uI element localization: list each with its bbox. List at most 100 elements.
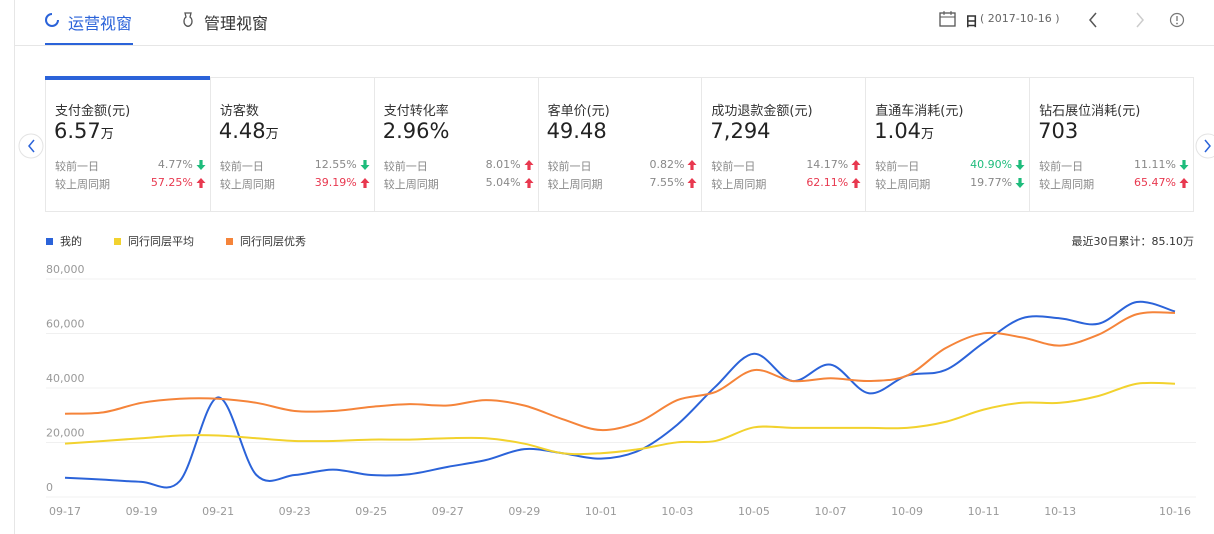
legend-swatch xyxy=(46,238,53,245)
date-value[interactable]: ( 2017-10-16 ) xyxy=(980,12,1060,25)
tab[interactable]: 管理视窗 xyxy=(204,14,269,33)
metric-value: 49.48 xyxy=(547,119,607,143)
legend-label: 我的 xyxy=(60,234,82,248)
compare-change: 12.55% xyxy=(314,158,357,171)
metric-card[interactable]: 支付金额(元) 6.57万 较前一日 4.77% 较上周同期 57.25% xyxy=(45,76,210,211)
trend-arrow xyxy=(851,160,861,170)
x-tick-label: 10-07 xyxy=(815,505,847,518)
metric-number: 6.57 xyxy=(54,119,101,143)
compare-change: 0.82% xyxy=(649,158,685,171)
compare-label: 较前一日 xyxy=(875,160,920,173)
trend-arrow xyxy=(1015,160,1025,170)
metric-card[interactable]: 成功退款金额(元) 7,294 较前一日 14.17% 较上周同期 62.11% xyxy=(701,78,865,211)
y-tick-label: 20,000 xyxy=(46,427,85,440)
chart-note: 最近30日累计：85.10万 xyxy=(1072,235,1195,248)
x-tick-label: 09-25 xyxy=(355,505,387,518)
trend-arrow-shape xyxy=(687,160,697,170)
tab-icon xyxy=(183,12,193,27)
next-card-button[interactable] xyxy=(1195,133,1214,159)
prev-date-button[interactable] xyxy=(1089,12,1097,28)
compare-label: 较上周同期 xyxy=(547,178,603,191)
metric-number: 1.04 xyxy=(874,119,922,143)
compare-label: 较前一日 xyxy=(383,160,428,173)
x-tick-label: 09-19 xyxy=(126,505,158,518)
compare-label: 较上周同期 xyxy=(875,178,931,191)
metric-card[interactable]: 直通车消耗(元) 1.04万较前一日 40.90% 较上周同期 19.77% xyxy=(865,78,1029,211)
metric-card[interactable]: 钻石展位消耗(元) 703 较前一日 11.11% 较上周同期 65.47% xyxy=(1029,78,1193,211)
compare-change: 62.11% xyxy=(806,176,849,189)
prev-card-button[interactable] xyxy=(18,133,44,159)
metric-unit: 万 xyxy=(265,127,279,142)
trend-arrow xyxy=(687,160,697,170)
compare-change: 11.11% xyxy=(1134,158,1176,171)
x-tick-label: 10-16 xyxy=(1159,505,1191,518)
trend-arrow xyxy=(196,178,206,188)
metric-card[interactable]: 支付转化率 2.96% 较前一日 8.01% 较上周同期 5.04% xyxy=(373,78,538,211)
compare-label: 较前一日 xyxy=(711,160,756,173)
x-tick-label: 10-09 xyxy=(891,505,923,518)
legend-swatch xyxy=(114,238,121,245)
metric-title: 访客数 xyxy=(219,104,259,119)
metric-unit: 万 xyxy=(100,127,114,142)
metric-title: 直通车消耗(元) xyxy=(875,104,964,119)
trend-arrow-shape xyxy=(1015,178,1025,188)
metric-value: 6.57万 xyxy=(54,119,114,143)
trend-arrow xyxy=(1179,178,1189,188)
x-tick-label: 09-21 xyxy=(202,505,234,518)
compare-change: 19.77% xyxy=(970,176,1013,189)
legend-label: 同行同层优秀 xyxy=(240,235,306,248)
calendar-icon xyxy=(939,11,956,27)
next-date-button[interactable] xyxy=(1136,12,1144,28)
date-unit[interactable]: 日 xyxy=(965,15,979,30)
legend-label: 同行同层平均 xyxy=(128,235,194,248)
trend-arrow-shape xyxy=(1179,178,1189,188)
metric-number: 7,294 xyxy=(710,119,771,143)
metric-title: 成功退款金额(元) xyxy=(711,104,813,119)
trend-arrow xyxy=(851,178,861,188)
compare-label: 较上周同期 xyxy=(55,178,110,191)
metric-value: 1.04万 xyxy=(874,119,934,143)
trend-arrow-shape xyxy=(196,178,206,188)
tab[interactable]: 运营视窗 xyxy=(68,14,133,33)
metric-card[interactable]: 访客数 4.48万 较前一日 12.55% 较上周同期 39.19% xyxy=(209,78,374,211)
compare-change: 7.55% xyxy=(649,176,685,189)
compare-change: 40.90% xyxy=(970,158,1013,171)
trend-arrow xyxy=(524,160,534,170)
trend-arrow-shape xyxy=(851,160,861,170)
compare-label: 较前一日 xyxy=(219,160,264,173)
selected-bar xyxy=(45,76,210,80)
compare-label: 较前一日 xyxy=(55,160,99,173)
x-tick-label: 10-13 xyxy=(1044,505,1076,518)
trend-arrow-shape xyxy=(524,178,534,188)
y-tick-label: 0 xyxy=(46,481,53,494)
metric-unit: 万 xyxy=(921,127,935,142)
x-tick-label: 09-27 xyxy=(432,505,464,518)
y-tick-label: 40,000 xyxy=(46,372,85,385)
trend-arrow xyxy=(687,178,697,188)
metric-card[interactable]: 客单价(元) 49.48 较前一日 0.82% 较上周同期 7.55% xyxy=(537,78,702,211)
compare-label: 较上周同期 xyxy=(383,178,439,191)
trend-arrow xyxy=(1179,160,1189,170)
trend-arrow-shape xyxy=(1179,160,1189,170)
series-line xyxy=(64,300,1176,489)
series-line xyxy=(64,381,1176,456)
trend-arrow-shape xyxy=(360,160,370,170)
metric-title: 支付金额(元) xyxy=(55,104,131,119)
y-tick-label: 60,000 xyxy=(46,318,85,331)
metric-value: 7,294 xyxy=(710,119,770,143)
compare-label: 较前一日 xyxy=(1039,160,1084,173)
x-tick-label: 09-23 xyxy=(279,505,311,518)
info-icon[interactable] xyxy=(1169,12,1185,28)
compare-label: 较上周同期 xyxy=(219,178,275,191)
x-tick-label: 10-01 xyxy=(585,505,617,518)
trend-arrow-shape xyxy=(851,178,861,188)
trend-arrow-shape xyxy=(687,178,697,188)
compare-change: 8.01% xyxy=(485,158,521,171)
metric-title: 客单价(元) xyxy=(547,104,610,119)
trend-arrow xyxy=(360,160,370,170)
trend-arrow-shape xyxy=(524,160,534,170)
compare-label: 较上周同期 xyxy=(1039,178,1095,191)
trend-arrow-shape xyxy=(1015,160,1025,170)
